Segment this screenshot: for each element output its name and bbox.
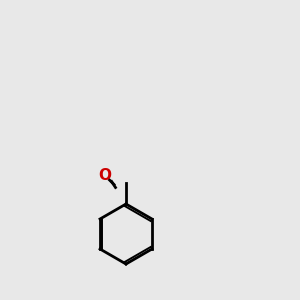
Text: O: O — [98, 168, 112, 183]
